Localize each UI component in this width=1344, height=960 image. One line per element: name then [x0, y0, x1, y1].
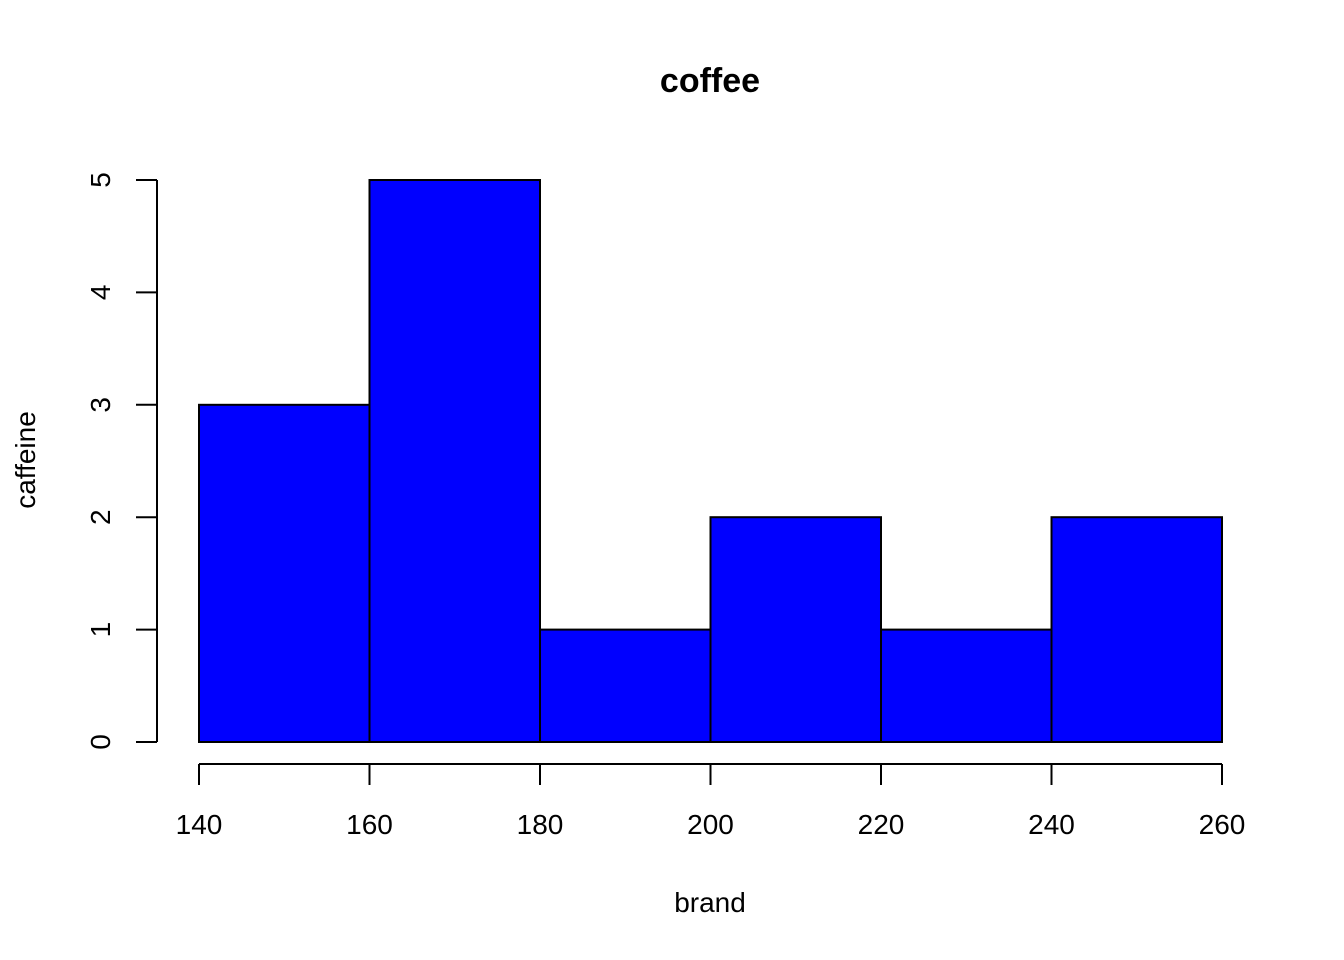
y-tick-label: 4 [85, 285, 116, 301]
histogram-bar [709, 516, 882, 744]
x-axis: 140 160 180 200 220 240 260 [176, 763, 1246, 840]
histogram-bar [539, 628, 712, 743]
histogram-bar [368, 179, 541, 743]
x-tick-label: 220 [858, 809, 905, 840]
x-tick-label: 200 [687, 809, 734, 840]
histogram-bar [1050, 516, 1223, 744]
histogram-bar [198, 403, 371, 743]
histogram-bar [880, 628, 1053, 743]
bars-group [198, 179, 1223, 744]
x-tick-label: 160 [346, 809, 393, 840]
y-tick-label: 5 [85, 172, 116, 188]
x-tick-label: 180 [517, 809, 564, 840]
chart-title: coffee [660, 62, 760, 100]
x-tick-label: 240 [1028, 809, 1075, 840]
x-tick-label: 140 [176, 809, 223, 840]
x-tick-label: 260 [1199, 809, 1246, 840]
y-tick-label: 2 [85, 509, 116, 525]
y-tick-label: 3 [85, 397, 116, 413]
y-tick-label: 1 [85, 622, 116, 638]
y-axis: 0 1 2 3 4 5 [85, 172, 158, 750]
x-axis-label: brand [674, 887, 746, 918]
y-axis-label: caffeine [10, 411, 41, 509]
y-tick-label: 0 [85, 734, 116, 750]
